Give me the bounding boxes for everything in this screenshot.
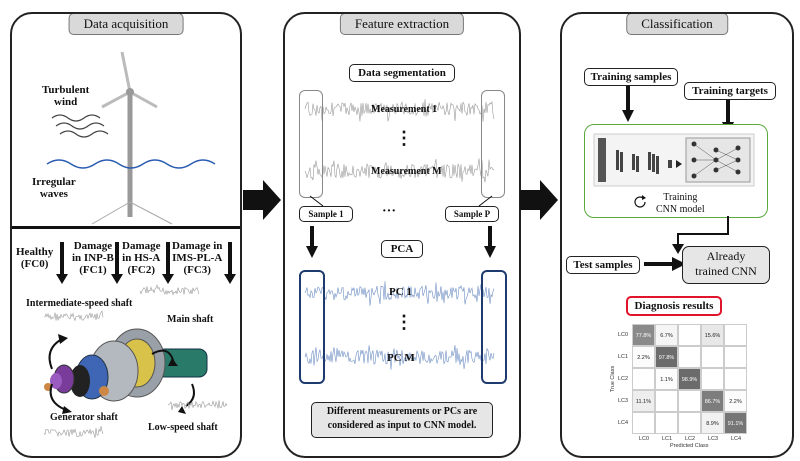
- already-trained-cnn-box: Already trained CNN: [682, 246, 770, 284]
- confusion-cell: 2.2%: [632, 346, 655, 368]
- confusion-col-tick: LC2: [685, 436, 696, 442]
- measurement-1-signal: [304, 99, 495, 122]
- generator-shaft-signal: [43, 426, 104, 438]
- pc-m-label: PC M: [387, 352, 415, 364]
- training-targets-box: Training targets: [684, 82, 776, 100]
- confusion-cell: [678, 412, 701, 434]
- confusion-cell: [678, 346, 701, 368]
- pc-1-label: PC 1: [389, 286, 412, 298]
- confusion-cell: 6.7%: [655, 324, 678, 346]
- low-speed-shaft-label: Low-speed shaft: [148, 422, 218, 433]
- sample-p-box: Sample P: [445, 206, 499, 222]
- confusion-cell: [655, 412, 678, 434]
- feature-extraction-panel: Feature extraction Data segmentation Mea…: [283, 12, 521, 458]
- confusion-col-tick: LC0: [639, 436, 650, 442]
- confusion-row-tick: LC3: [618, 398, 629, 404]
- panel-title-acquisition: Data acquisition: [68, 14, 184, 35]
- confusion-cell: [678, 324, 701, 346]
- cnn-input-note: Different measurements or PCs are consid…: [311, 402, 493, 438]
- flow-arrow-2: [520, 180, 558, 220]
- sample-hdots: ···: [382, 204, 397, 219]
- panel-title-classification: Classification: [626, 14, 728, 35]
- confusion-row-tick: LC0: [618, 332, 629, 338]
- data-segmentation-box: Data segmentation: [349, 64, 455, 82]
- refresh-icon: [634, 195, 646, 208]
- confusion-cell: 86.7%: [701, 390, 724, 412]
- confusion-cell: [655, 390, 678, 412]
- confusion-matrix: 77.8% 6.7% 15.6% LC0 2.2% 97.8% LC1 1.1% 98.9% LC…: [610, 320, 754, 452]
- fault-class-fc1: Damage in INP-B (FC1): [72, 240, 114, 276]
- confusion-cell: 91.1%: [724, 412, 747, 434]
- data-acquisition-panel: Data acquisition Turbulent wind Irregula…: [10, 12, 242, 458]
- confusion-col-tick: LC1: [662, 436, 673, 442]
- confusion-col-tick: LC4: [731, 436, 742, 442]
- flow-arrow-1: [243, 180, 281, 220]
- confusion-cell: [724, 324, 747, 346]
- training-samples-box: Training samples: [584, 68, 678, 86]
- segment-connectors: [309, 195, 493, 207]
- fault-class-fc3: Damage in IMS-PL-A (FC3): [172, 240, 223, 276]
- confusion-cell: 15.6%: [701, 324, 724, 346]
- segment-box-right: [481, 90, 505, 198]
- measurement-vdots: ⋮: [395, 128, 413, 148]
- classification-panel: Classification Training samples Training…: [560, 12, 794, 458]
- test-to-trained-arrow: [644, 257, 686, 271]
- pc-vdots: ⋮: [395, 312, 413, 332]
- confusion-cell: [724, 346, 747, 368]
- panel-title-feature: Feature extraction: [339, 14, 465, 35]
- confusion-col-tick: LC3: [708, 436, 719, 442]
- measurement-m-signal: [304, 158, 495, 183]
- intermediate-shaft-label: Intermediate-speed shaft: [26, 298, 133, 309]
- confusion-cell: [632, 412, 655, 434]
- confusion-cell: 2.2%: [724, 390, 747, 412]
- fault-class-arrows: [56, 242, 236, 284]
- low-speed-signal: [167, 400, 228, 410]
- confusion-cell: [724, 368, 747, 390]
- irregular-waves-label: Irregular waves: [32, 176, 76, 200]
- sample-1-box: Sample 1: [299, 206, 353, 222]
- measurement-m-label: Measurement M: [371, 166, 442, 177]
- confusion-cell: 8.9%: [701, 412, 724, 434]
- pc-1-signal: [304, 281, 495, 306]
- confusion-row-tick: LC2: [618, 376, 629, 382]
- pc-box-right: [481, 270, 507, 384]
- confusion-cell: [678, 390, 701, 412]
- wind-turbine-icon: [91, 51, 173, 225]
- pc-box-left: [299, 270, 325, 384]
- section-divider: [12, 226, 240, 229]
- intermediate-shaft-signal: [43, 310, 104, 322]
- cnn-architecture-icon: [593, 133, 755, 187]
- pca-arrows: [306, 226, 496, 258]
- main-shaft-label: Main shaft: [167, 314, 214, 325]
- confusion-row-tick: LC4: [618, 420, 629, 426]
- confusion-cell: [701, 346, 724, 368]
- confusion-cell: [632, 368, 655, 390]
- confusion-row-tick: LC1: [618, 354, 629, 360]
- confusion-cell: [701, 368, 724, 390]
- top-signal: [139, 284, 200, 296]
- pc-m-signal: [304, 345, 495, 370]
- measurement-1-label: Measurement 1: [371, 104, 438, 115]
- confusion-xlabel: Predicted Class: [670, 443, 709, 449]
- test-samples-box: Test samples: [566, 256, 640, 274]
- confusion-cell: 77.8%: [632, 324, 655, 346]
- wind-icon: [51, 114, 109, 138]
- rotation-arrows: [48, 334, 195, 414]
- gearbox-icon: [44, 328, 208, 402]
- cnn-to-trained-connector: [672, 216, 729, 254]
- confusion-cell: 97.8%: [655, 346, 678, 368]
- fault-class-fc2: Damage in HS-A (FC2): [122, 240, 161, 276]
- generator-shaft-label: Generator shaft: [50, 412, 118, 423]
- segment-box-left: [299, 90, 323, 198]
- pca-box: PCA: [381, 240, 423, 258]
- confusion-cell: 98.9%: [678, 368, 701, 390]
- fault-class-fc0: Healthy (FC0): [16, 246, 54, 270]
- confusion-ylabel: True Class: [610, 365, 617, 393]
- turbulent-wind-label: Turbulent wind: [42, 84, 90, 108]
- training-cnn-label: Training CNN model: [656, 192, 705, 215]
- confusion-cell: 1.1%: [655, 368, 678, 390]
- confusion-cell: 11.1%: [632, 390, 655, 412]
- waves-icon: [46, 159, 216, 169]
- diagnosis-results-box: Diagnosis results: [626, 296, 722, 316]
